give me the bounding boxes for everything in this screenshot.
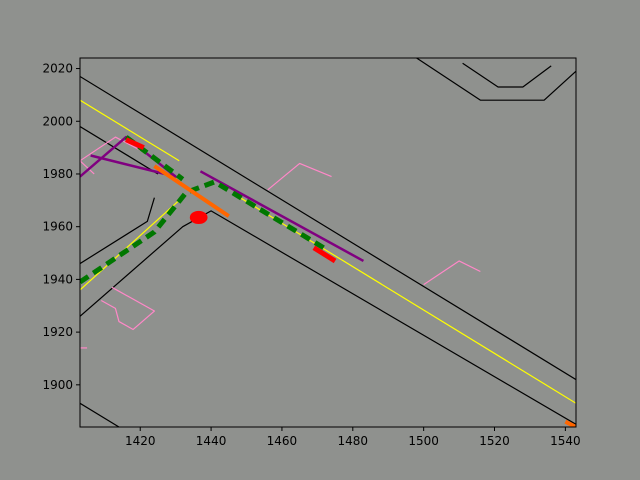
axes-frame <box>79 57 577 428</box>
trajectory-purple-line-17 <box>199 170 365 263</box>
road-edge-line-6 <box>462 62 552 88</box>
road-edge-line-1 <box>80 126 159 175</box>
trajectory-red-line-22 <box>125 137 145 150</box>
y-tick-label: 2000 <box>42 114 73 128</box>
y-tick-label: 1940 <box>42 272 73 286</box>
road-edge-line-2 <box>80 197 155 265</box>
y-tick-label: 2020 <box>42 62 73 76</box>
trajectory-green-line-19 <box>124 135 185 182</box>
x-tick-label: 1540 <box>550 434 581 448</box>
trajectory-purple-line-16 <box>80 135 177 178</box>
x-tick-label: 1480 <box>338 434 369 448</box>
y-tick-label: 1980 <box>42 167 73 181</box>
trajectory-orange-line-20 <box>153 164 230 218</box>
crosswalk-line-12 <box>100 286 155 331</box>
crosswalk-line-14 <box>423 260 481 286</box>
x-tick-label: 1420 <box>125 434 156 448</box>
road-edge-line-4 <box>80 402 120 427</box>
x-tick-label: 1440 <box>196 434 227 448</box>
trajectory-orange-line-21 <box>564 419 576 427</box>
y-tick-label: 1920 <box>42 325 73 339</box>
x-axis: 1420 1440 1460 1480 1500 1520 1540 <box>125 427 581 448</box>
crosswalk-line-11 <box>80 160 95 175</box>
lane-center-line-7 <box>80 99 180 162</box>
crosswalk-line-13 <box>267 162 332 191</box>
plot-area <box>80 58 576 427</box>
marker-red-0 <box>189 210 208 225</box>
road-edge-line-0 <box>80 75 576 381</box>
x-tick-label: 1520 <box>479 434 510 448</box>
lane-center-line-8 <box>80 199 180 291</box>
crosswalk-line-10 <box>80 136 141 162</box>
trajectory-green-line-18 <box>80 179 330 285</box>
y-tick-label: 1960 <box>42 220 73 234</box>
y-tick-label: 1900 <box>42 378 73 392</box>
road-edge-line-5 <box>416 58 576 101</box>
trajectory-red-line-23 <box>312 245 337 264</box>
y-axis: 1900 1920 1940 1960 1980 2000 2020 <box>42 62 80 392</box>
x-tick-label: 1500 <box>408 434 439 448</box>
x-tick-label: 1460 <box>267 434 298 448</box>
